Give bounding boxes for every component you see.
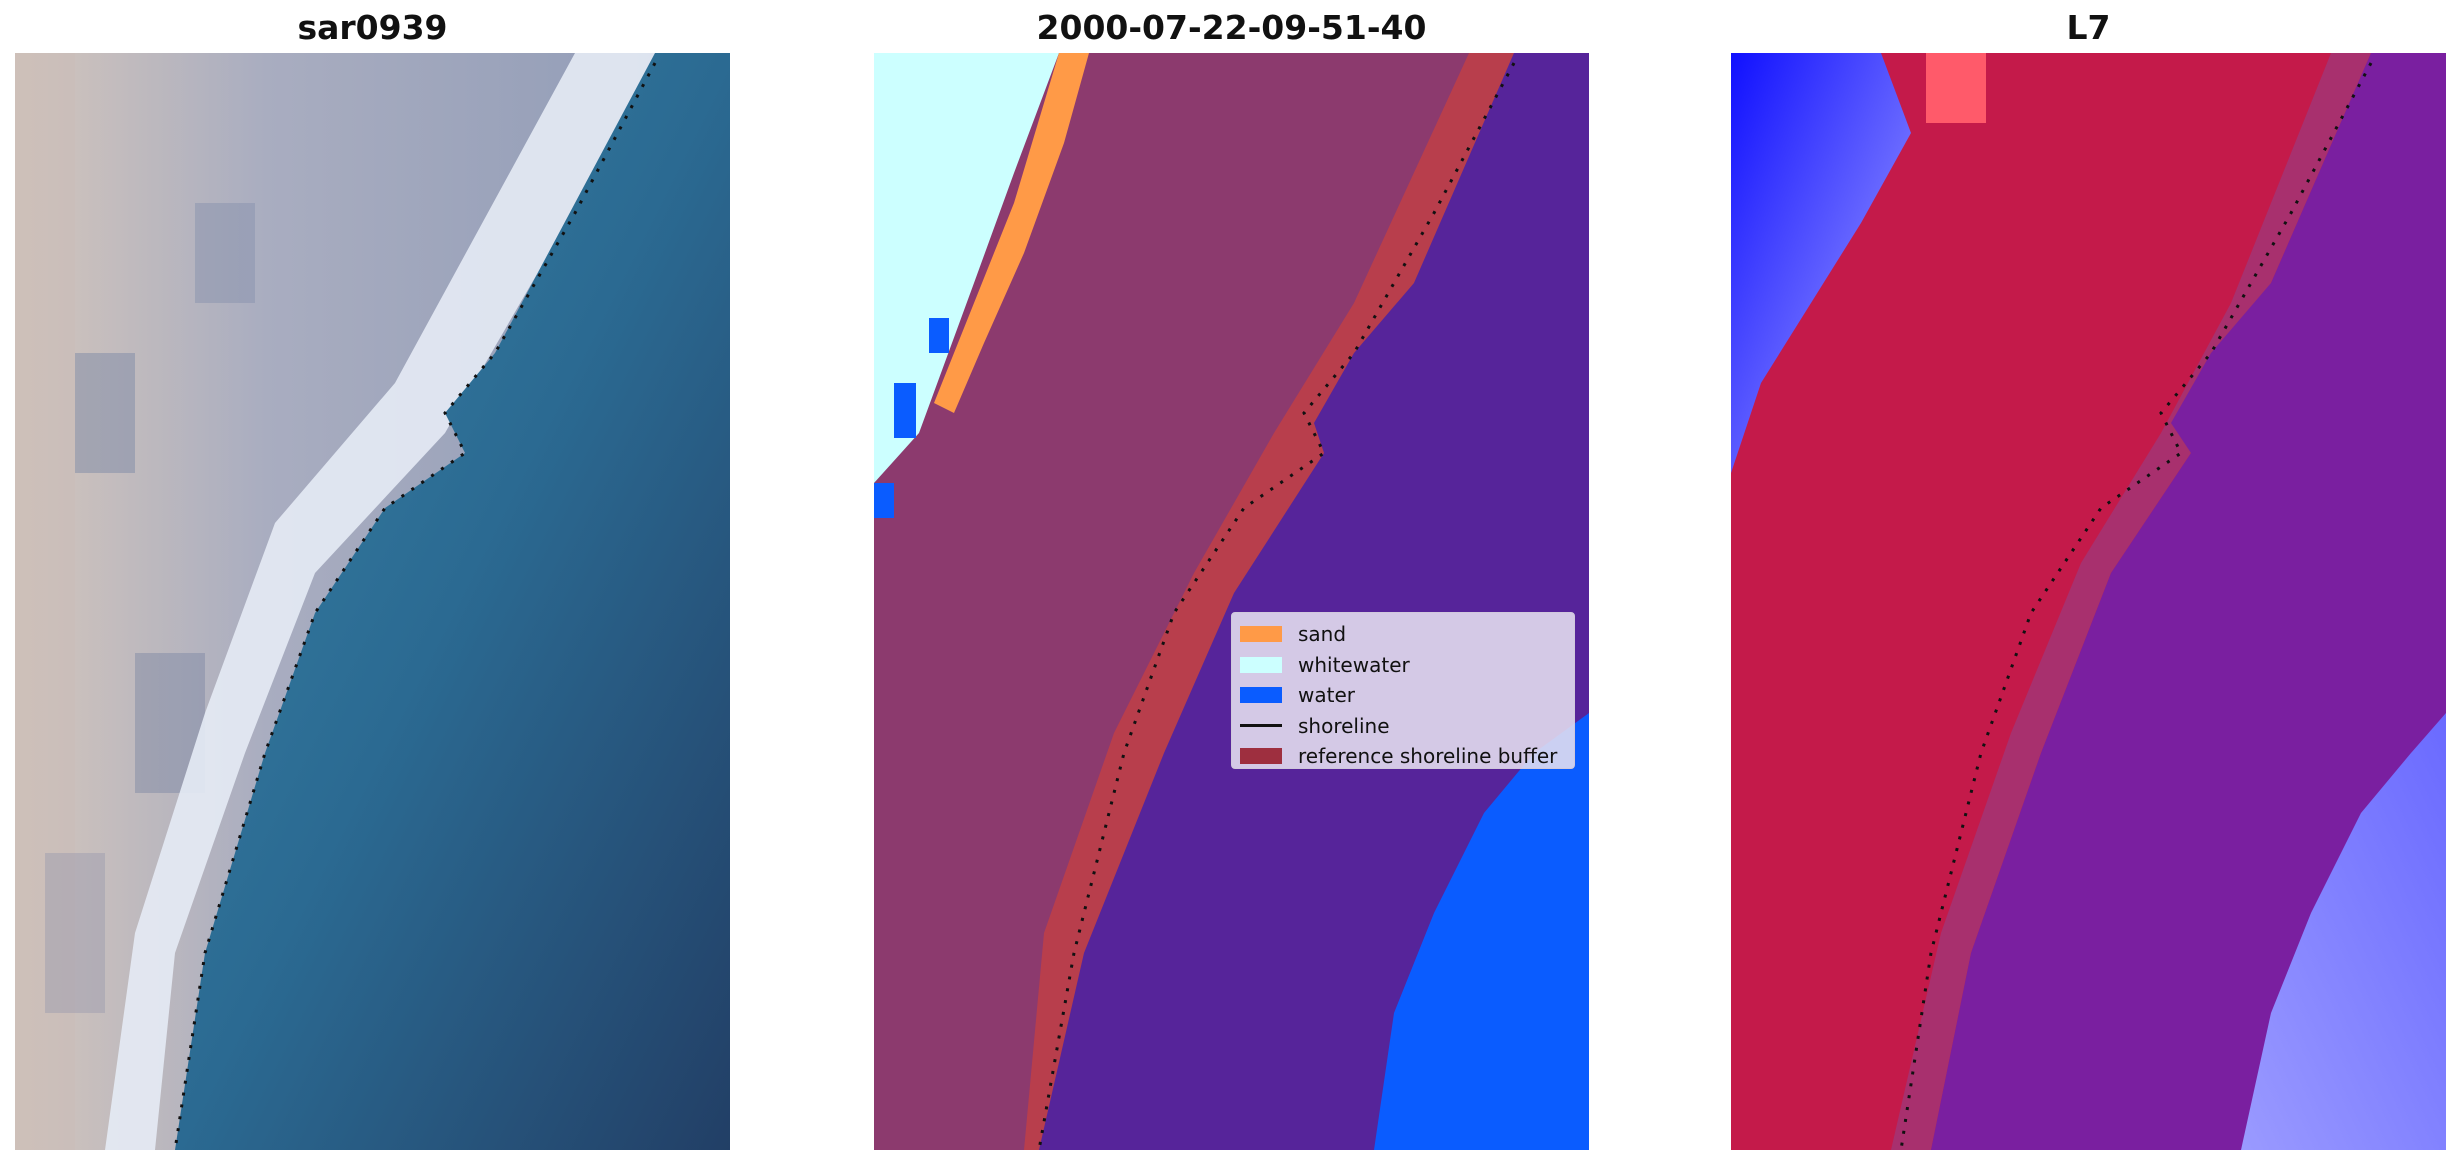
whitewater-swatch [1240,656,1282,673]
sand-swatch [1240,626,1282,643]
legend-item-sand: sand [1240,619,1566,650]
left-panel-title: sar0939 [297,8,448,47]
classification-map [874,53,1589,1150]
index-panel [1731,53,2446,1150]
buffer-swatch [1240,748,1282,765]
legend-label: shoreline [1298,713,1390,738]
legend-item-whitewater: whitewater [1240,650,1566,681]
shoreline-swatch [1240,724,1282,728]
index-map [1731,53,2446,1150]
legend-label: whitewater [1298,652,1410,677]
legend-label: reference shoreline buffer [1298,744,1558,769]
right-panel-title: L7 [2066,8,2111,47]
classification-panel [874,53,1589,1150]
legend-item-reference-buffer: reference shoreline buffer [1240,741,1566,772]
legend-item-water: water [1240,680,1566,711]
legend-label: sand [1298,622,1347,647]
rgb-image-panel [15,53,730,1150]
water-swatch [1240,687,1282,704]
rgb-image [15,53,730,1150]
legend-label: water [1298,683,1355,708]
middle-panel-title: 2000-07-22-09-51-40 [1036,8,1427,47]
legend-item-shoreline: shoreline [1240,711,1566,742]
legend: sand whitewater water shoreline referenc… [1231,612,1575,769]
